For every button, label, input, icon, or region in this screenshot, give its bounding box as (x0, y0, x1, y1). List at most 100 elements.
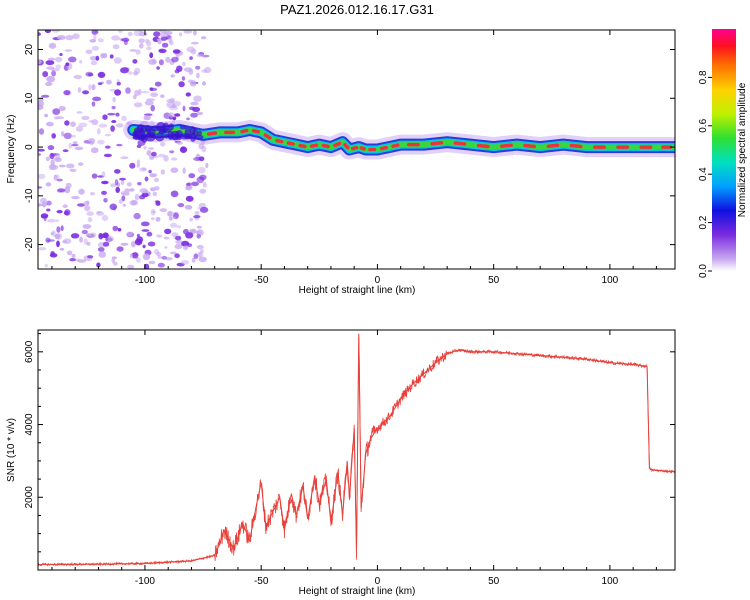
noise-blob (198, 156, 205, 162)
noise-blob (38, 153, 42, 156)
noise-blob (114, 89, 122, 96)
noise-blob (152, 191, 158, 197)
noise-blob (98, 123, 108, 128)
noise-blob (41, 94, 50, 98)
noise-blob (98, 232, 104, 240)
noise-blob (134, 89, 140, 97)
noise-blob (190, 48, 197, 55)
noise-blob (114, 169, 121, 174)
noise-blob (97, 139, 105, 145)
signal-blob (179, 125, 187, 130)
noise-blob (185, 232, 194, 239)
noise-blob (199, 188, 207, 194)
noise-blob (81, 229, 88, 235)
x-tick-label: -100 (135, 576, 155, 587)
noise-blob (91, 30, 99, 35)
noise-blob (46, 200, 52, 206)
noise-blob (135, 49, 141, 55)
noise-blob (178, 81, 185, 88)
noise-blob (129, 162, 136, 169)
noise-blob (121, 195, 126, 202)
signal-blob (194, 134, 204, 140)
noise-blob (149, 87, 154, 91)
noise-blob (61, 131, 65, 137)
noise-blob (196, 244, 204, 250)
noise-blob (38, 59, 42, 65)
noise-blob (78, 188, 85, 195)
noise-blob (181, 76, 185, 81)
noise-blob (160, 94, 165, 98)
noise-blob (187, 243, 193, 248)
noise-blob (134, 67, 141, 75)
noise-blob (179, 32, 183, 37)
noise-blob (54, 233, 63, 240)
noise-blob (112, 96, 116, 103)
noise-blob (88, 138, 96, 144)
noise-blob (191, 257, 196, 263)
noise-blob (120, 156, 129, 159)
noise-blob (64, 49, 73, 52)
noise-blob (49, 253, 58, 258)
noise-blob (159, 30, 167, 33)
noise-blob (186, 117, 190, 121)
noise-blob (68, 56, 77, 63)
noise-blob (50, 159, 55, 166)
noise-blob (121, 115, 127, 122)
spectrogram-ylabel: Frequency (Hz) (6, 115, 17, 184)
signal-core (240, 128, 249, 134)
noise-blob (181, 260, 190, 265)
noise-blob (129, 200, 137, 206)
x-tick-label: 50 (488, 275, 500, 286)
noise-blob (195, 230, 202, 235)
noise-blob (82, 224, 92, 229)
noise-blob (190, 101, 199, 106)
noise-blob (91, 173, 98, 179)
noise-blob (100, 53, 105, 59)
noise-blob (165, 56, 171, 63)
noise-blob (196, 225, 202, 229)
noise-blob (89, 56, 98, 61)
noise-blob (103, 198, 108, 203)
noise-blob (165, 257, 173, 261)
noise-blob (46, 75, 56, 83)
noise-blob (157, 40, 162, 45)
noise-blob (155, 216, 161, 222)
signal-blob (168, 123, 174, 131)
noise-blob (154, 177, 159, 183)
noise-blob (138, 31, 148, 37)
noise-blob (79, 60, 83, 64)
noise-blob (164, 246, 168, 249)
spectrogram-content (38, 30, 675, 269)
noise-blob (151, 151, 157, 157)
noise-blob (136, 236, 144, 243)
signal-core (263, 133, 272, 140)
noise-blob (196, 72, 200, 79)
colorbar-gradient (712, 29, 736, 271)
signal-core (391, 143, 400, 148)
noise-blob (89, 192, 95, 196)
noise-blob (163, 30, 173, 36)
noise-blob (155, 200, 161, 206)
noise-blob (62, 240, 68, 244)
x-tick-label: 100 (602, 576, 619, 587)
noise-blob (131, 252, 139, 259)
signal-core (453, 141, 467, 146)
noise-blob (38, 100, 45, 107)
colorbar-tick-label: 0.6 (698, 118, 709, 132)
noise-blob (170, 167, 179, 173)
noise-blob (45, 156, 50, 162)
noise-blob (161, 42, 169, 48)
noise-blob (198, 256, 207, 263)
noise-blob (70, 121, 76, 127)
noise-blob (127, 264, 135, 269)
noise-blob (133, 102, 143, 108)
noise-blob (199, 174, 207, 181)
noise-blob (45, 182, 52, 187)
noise-blob (170, 251, 177, 255)
noise-blob (166, 210, 175, 217)
x-tick-label: -50 (254, 576, 269, 587)
noise-blob (55, 64, 61, 69)
noise-blob (171, 232, 179, 237)
signal-core (379, 145, 388, 151)
noise-blob (164, 228, 172, 235)
